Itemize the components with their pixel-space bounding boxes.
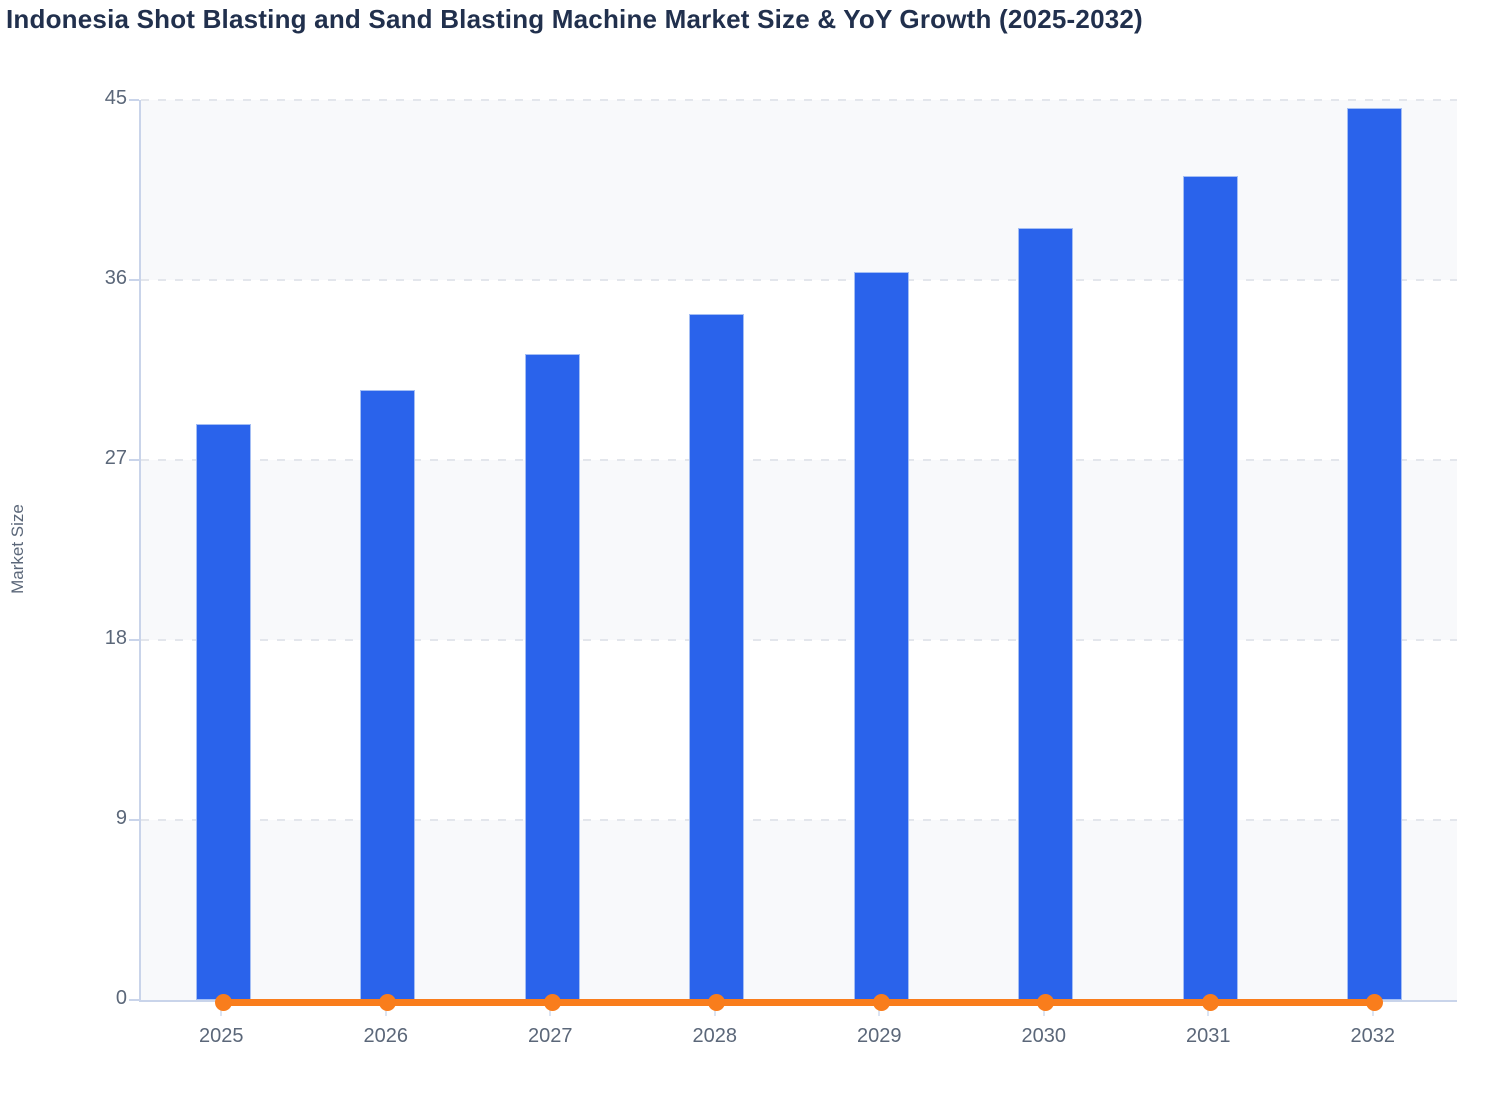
y-tick-label: 45 xyxy=(104,87,127,109)
y-tick-label: 18 xyxy=(104,627,127,649)
x-tick-label: 2026 xyxy=(363,1025,409,1047)
y-tick-mark xyxy=(129,279,139,281)
bar-2030[interactable] xyxy=(1018,228,1074,1000)
yoy-marker-2031[interactable] xyxy=(1201,994,1219,1011)
bar-2028[interactable] xyxy=(689,314,745,1000)
gridline xyxy=(141,639,1457,641)
x-tick-label: 2029 xyxy=(857,1025,902,1047)
bars-layer xyxy=(141,100,1457,1000)
bar-2032[interactable] xyxy=(1347,108,1403,1000)
yoy-marker-2029[interactable] xyxy=(872,994,890,1011)
gridline xyxy=(141,99,1457,101)
y-tick-label: 0 xyxy=(115,987,127,1009)
gridline xyxy=(141,819,1457,821)
y-axis-title: Market Size xyxy=(8,504,27,594)
x-tick-label: 2027 xyxy=(528,1025,573,1047)
bar-2027[interactable] xyxy=(524,354,580,1000)
bar-2031[interactable] xyxy=(1182,176,1238,1000)
x-tick-label: 2032 xyxy=(1350,1025,1396,1047)
yoy-growth-line[interactable] xyxy=(223,999,1375,1006)
bar-2026[interactable] xyxy=(360,390,416,1000)
yoy-marker-2030[interactable] xyxy=(1037,994,1055,1011)
y-tick-mark xyxy=(129,639,139,641)
gridline xyxy=(141,279,1457,281)
yoy-marker-2027[interactable] xyxy=(543,994,561,1011)
y-tick-mark xyxy=(129,999,139,1001)
gridlines-layer xyxy=(141,99,1457,1000)
gridline xyxy=(141,459,1457,461)
yoy-marker-2025[interactable] xyxy=(214,994,232,1011)
y-tick-label: 27 xyxy=(104,447,127,469)
x-tick-label: 2031 xyxy=(1186,1025,1231,1047)
yoy-marker-2032[interactable] xyxy=(1366,994,1384,1011)
y-tick-label: 36 xyxy=(104,267,127,289)
x-tick-label: 2028 xyxy=(692,1025,738,1047)
y-tick-mark xyxy=(129,459,139,461)
y-tick-mark xyxy=(129,99,139,101)
y-tick-label: 9 xyxy=(115,807,127,829)
y-tick-mark xyxy=(129,819,139,821)
x-tick-label: 2030 xyxy=(1021,1025,1067,1047)
plot-area xyxy=(139,99,1457,1011)
yoy-marker-2028[interactable] xyxy=(708,994,726,1011)
yoy-line-layer xyxy=(141,100,1457,1011)
chart-title: Indonesia Shot Blasting and Sand Blastin… xyxy=(6,4,1143,34)
yoy-marker-2026[interactable] xyxy=(379,994,397,1011)
x-tick-label: 2025 xyxy=(199,1025,244,1047)
bar-2025[interactable] xyxy=(195,424,251,1000)
